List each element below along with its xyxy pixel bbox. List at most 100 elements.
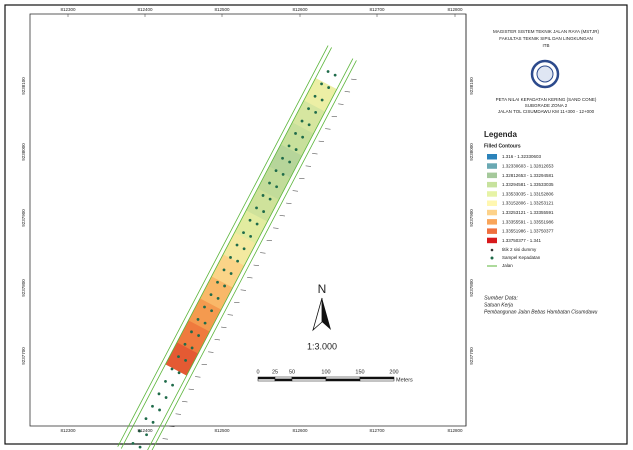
map-scale: 1:3.000 bbox=[307, 341, 337, 351]
y-coord-right: 9237900 bbox=[469, 209, 474, 227]
legend-label: 1.33750377 - 1.341 bbox=[502, 238, 542, 243]
y-coord-right: 9238100 bbox=[469, 77, 474, 95]
sample-point bbox=[190, 330, 193, 334]
legend-swatch bbox=[487, 228, 497, 234]
sample-point bbox=[229, 256, 232, 259]
contour-segment bbox=[199, 275, 234, 310]
scale-segment bbox=[291, 378, 327, 382]
sample-point bbox=[242, 247, 246, 251]
station-mark bbox=[162, 438, 168, 440]
sample-point bbox=[138, 429, 141, 433]
contour-segment bbox=[211, 253, 245, 288]
sample-point bbox=[268, 197, 272, 201]
x-coord-bottom: 812400 bbox=[137, 428, 153, 433]
sample-point bbox=[223, 284, 226, 288]
x-coord-top: 812800 bbox=[447, 7, 463, 12]
legend-label: 1.33294581 - 1.33533035 bbox=[502, 182, 554, 187]
scale-segment bbox=[359, 378, 395, 382]
station-mark bbox=[292, 190, 299, 192]
sample-point bbox=[151, 420, 155, 424]
contour-segment bbox=[292, 99, 326, 134]
scale-segment bbox=[274, 376, 293, 380]
station-mark bbox=[338, 103, 344, 105]
sample-point bbox=[294, 148, 298, 151]
sample-point bbox=[235, 243, 239, 247]
sample-point bbox=[268, 181, 271, 185]
station-mark bbox=[195, 376, 201, 378]
scale-label: 150 bbox=[355, 369, 364, 375]
station-mark bbox=[299, 178, 305, 180]
x-coord-bottom: 812800 bbox=[447, 428, 463, 433]
legend-swatch bbox=[487, 209, 497, 216]
station-mark bbox=[318, 140, 325, 142]
x-coord-bottom: 812500 bbox=[214, 428, 230, 433]
station-mark bbox=[312, 153, 318, 155]
legend-swatch bbox=[487, 200, 497, 206]
sample-point bbox=[320, 82, 323, 86]
sample-point bbox=[314, 110, 318, 114]
legend-label: 1.32330603 - 1.32812653 bbox=[502, 163, 554, 168]
y-coord-left: 9238000 bbox=[21, 143, 26, 161]
sample-point bbox=[203, 321, 207, 325]
legend-symbol bbox=[490, 248, 494, 252]
road-line bbox=[117, 45, 329, 447]
sample-point bbox=[242, 231, 245, 235]
contour-segment bbox=[246, 187, 280, 222]
institution-line: ITB bbox=[542, 43, 549, 48]
station-mark bbox=[344, 91, 351, 93]
sample-point bbox=[248, 218, 252, 222]
emblem-core bbox=[536, 65, 554, 83]
sample-point bbox=[326, 70, 330, 73]
legend-swatch bbox=[487, 237, 497, 244]
y-coord-right: 9237700 bbox=[469, 347, 474, 365]
sample-point bbox=[164, 396, 168, 399]
station-mark bbox=[253, 264, 260, 266]
sample-point bbox=[216, 280, 219, 284]
institution-line: FAKULTAS TEKNIK SIPIL DAN LINGKUNGAN bbox=[499, 36, 593, 41]
x-coord-top: 812500 bbox=[214, 7, 230, 12]
legend-symbol-label: Sampel Kepadatan bbox=[502, 255, 541, 260]
station-mark bbox=[208, 351, 214, 353]
sample-point bbox=[255, 206, 258, 210]
road-line bbox=[151, 60, 357, 450]
contour-segment bbox=[165, 341, 199, 376]
legend-symbol-label: Jalan bbox=[502, 263, 513, 268]
sample-point bbox=[249, 234, 253, 238]
sample-point bbox=[183, 342, 187, 346]
scale-label: 25 bbox=[272, 369, 278, 375]
x-coord-top: 812600 bbox=[292, 7, 308, 12]
source-line: Pembangunan Jalan Bebas Hambatan Cisumda… bbox=[484, 309, 598, 315]
institution-line: MAGISTER SISTEM TEKNIK JALAN RAYA (MSTJR… bbox=[493, 29, 600, 34]
station-mark bbox=[273, 227, 279, 229]
station-mark bbox=[240, 289, 247, 291]
station-mark bbox=[266, 240, 273, 242]
sample-point bbox=[327, 86, 331, 89]
sample-point bbox=[301, 135, 305, 139]
north-label: N bbox=[318, 282, 327, 296]
legend-swatch bbox=[487, 163, 497, 169]
legend-swatch bbox=[487, 219, 497, 225]
sample-point bbox=[275, 185, 279, 189]
sample-point bbox=[196, 318, 200, 321]
map-title-line: SUBGRADE ZONA 2 bbox=[525, 103, 568, 108]
sample-point bbox=[274, 169, 278, 173]
scale-label: 100 bbox=[321, 369, 330, 375]
legend-swatch bbox=[487, 181, 497, 188]
sample-point bbox=[313, 94, 317, 98]
station-mark bbox=[260, 252, 266, 254]
north-arrow: N bbox=[312, 282, 331, 332]
sample-point bbox=[261, 194, 265, 197]
station-mark bbox=[182, 401, 188, 403]
sample-point bbox=[320, 98, 324, 102]
x-coord-bottom: 812300 bbox=[60, 428, 76, 433]
contour-segment bbox=[234, 209, 268, 244]
x-coord-bottom: 812600 bbox=[292, 428, 308, 433]
legend-label: 1.32812653 - 1.33294581 bbox=[502, 173, 554, 178]
station-mark bbox=[175, 413, 181, 415]
station-mark bbox=[169, 425, 175, 428]
scale-segment bbox=[325, 376, 361, 380]
legend-label: 1.316 - 1.32330603 bbox=[502, 154, 542, 159]
scale-unit: Meters bbox=[396, 377, 413, 383]
sample-point bbox=[216, 296, 220, 300]
